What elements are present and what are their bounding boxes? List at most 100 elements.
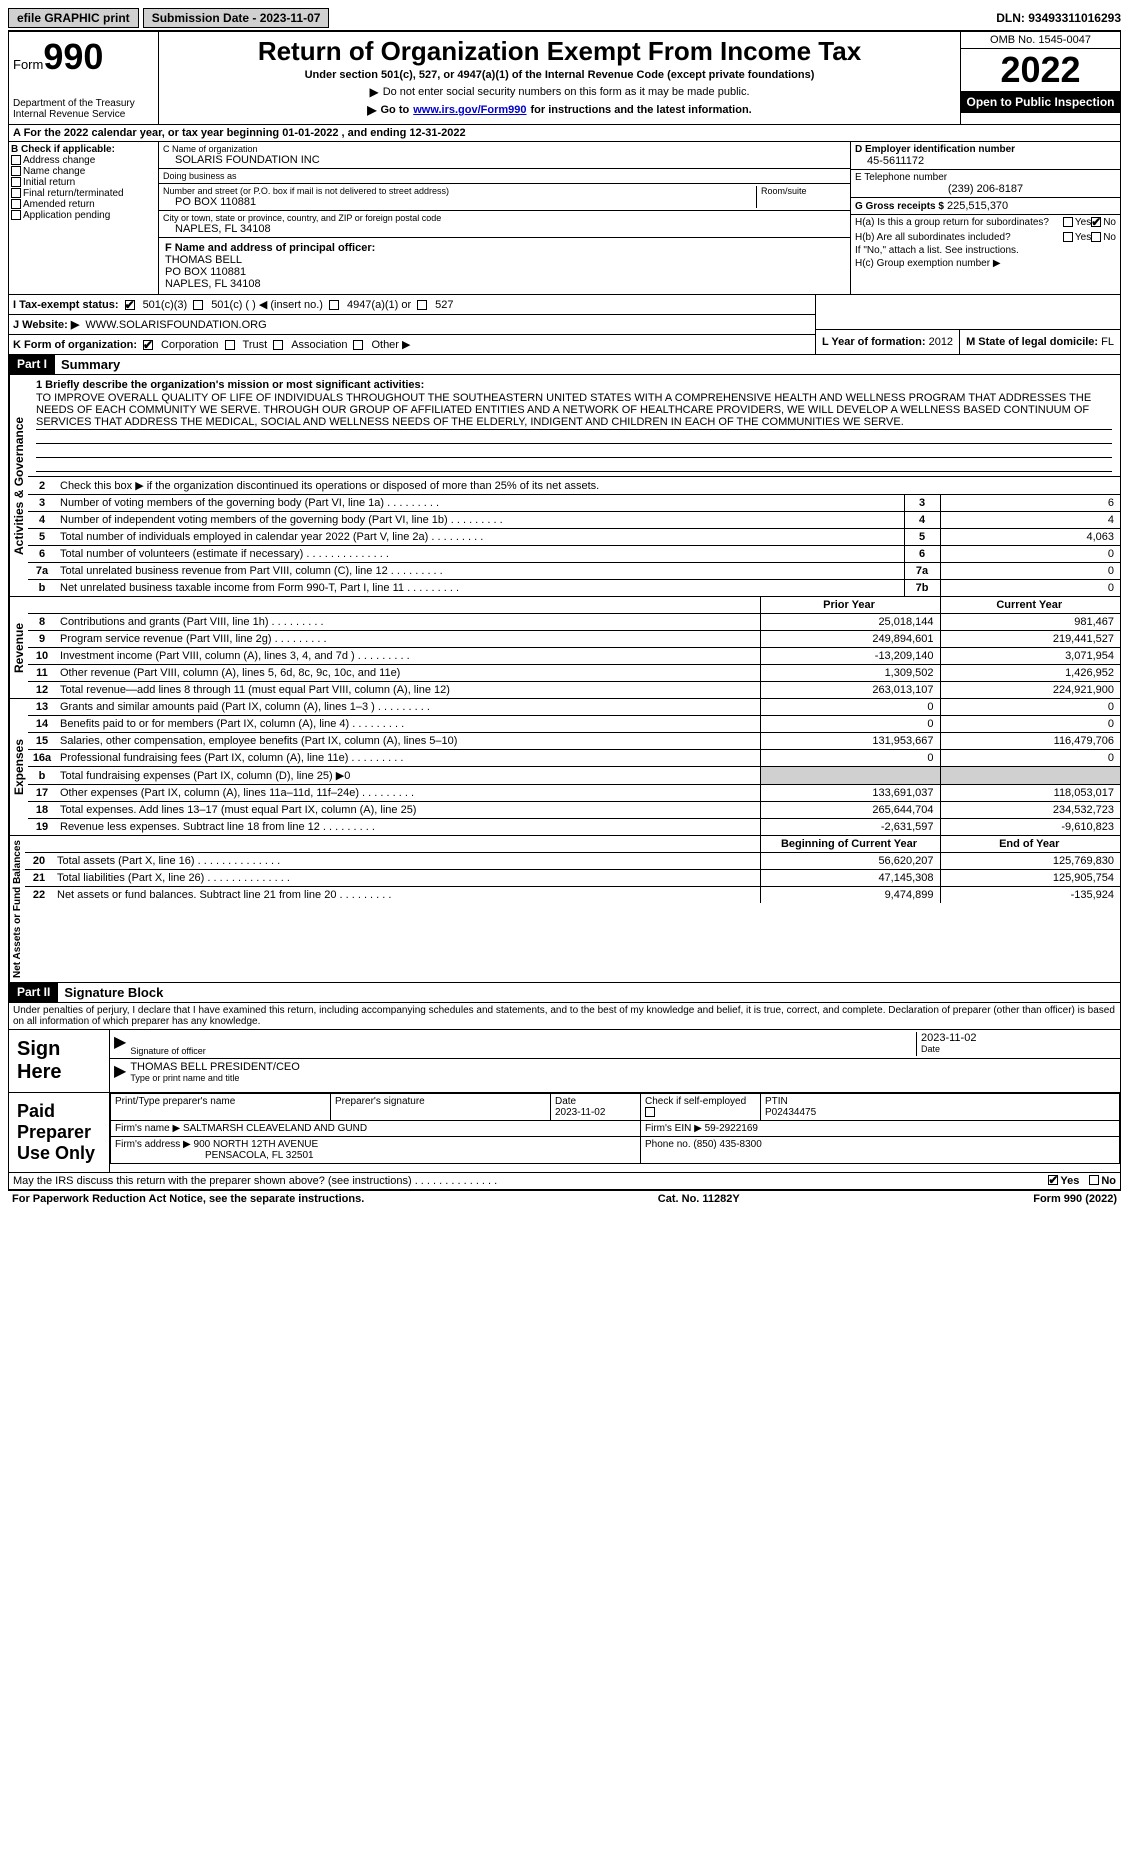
col-d: D Employer identification number 45-5611…	[850, 142, 1120, 294]
line17-curr: 118,053,017	[940, 785, 1120, 802]
line22-curr: -135,924	[940, 887, 1120, 904]
hb-no-checkbox[interactable]	[1091, 232, 1101, 242]
line12-curr: 224,921,900	[940, 682, 1120, 699]
sign-date: 2023-11-02	[921, 1032, 1116, 1044]
instr1: ▶Do not enter social security numbers on…	[163, 85, 956, 99]
line20-curr: 125,769,830	[940, 853, 1120, 870]
line7b-val: 0	[940, 580, 1120, 597]
arrow-icon: ▶	[114, 1061, 126, 1083]
addr-change-checkbox[interactable]	[11, 155, 21, 165]
line16a-curr: 0	[940, 750, 1120, 767]
final-return-checkbox[interactable]	[11, 188, 21, 198]
form-header: Form990 Department of the Treasury Inter…	[8, 32, 1121, 125]
initial-return-checkbox[interactable]	[11, 177, 21, 187]
line10-curr: 3,071,954	[940, 648, 1120, 665]
501c-checkbox[interactable]	[193, 300, 203, 310]
org-addr: PO BOX 110881	[175, 196, 756, 208]
arrow-icon: ▶	[114, 1032, 126, 1056]
ha-no-checkbox[interactable]	[1091, 217, 1101, 227]
line9-prior: 249,894,601	[760, 631, 940, 648]
name-change-checkbox[interactable]	[11, 166, 21, 176]
row-ijk: I Tax-exempt status: 501(c)(3) 501(c) ( …	[8, 295, 1121, 355]
penalty-text: Under penalties of perjury, I declare th…	[8, 1003, 1121, 1030]
line21-curr: 125,905,754	[940, 870, 1120, 887]
ein: 45-5611172	[867, 155, 1116, 167]
mission-text: TO IMPROVE OVERALL QUALITY OF LIFE OF IN…	[36, 391, 1112, 430]
line15-curr: 116,479,706	[940, 733, 1120, 750]
ptin: P02434475	[765, 1107, 816, 1118]
ha-yes-checkbox[interactable]	[1063, 217, 1073, 227]
line4-val: 4	[940, 512, 1120, 529]
discuss-no-checkbox[interactable]	[1089, 1175, 1099, 1185]
line12-prior: 263,013,107	[760, 682, 940, 699]
hb-yes-checkbox[interactable]	[1063, 232, 1073, 242]
expenses-section: Expenses 13Grants and similar amounts pa…	[8, 699, 1121, 836]
irs-link[interactable]: www.irs.gov/Form990	[413, 104, 526, 116]
line6-val: 0	[940, 546, 1120, 563]
firm-name: SALTMARSH CLEAVELAND AND GUND	[183, 1123, 367, 1134]
org-name: SOLARIS FOUNDATION INC	[175, 154, 846, 166]
line16a-prior: 0	[760, 750, 940, 767]
501c3-checkbox[interactable]	[125, 300, 135, 310]
footer: For Paperwork Reduction Act Notice, see …	[8, 1190, 1121, 1207]
firm-phone: (850) 435-8300	[693, 1139, 761, 1150]
line18-prior: 265,644,704	[760, 802, 940, 819]
line8-curr: 981,467	[940, 614, 1120, 631]
trust-checkbox[interactable]	[225, 340, 235, 350]
officer-name: THOMAS BELL	[165, 254, 844, 266]
activities-governance: Activities & Governance 1 Briefly descri…	[8, 375, 1121, 597]
submission-button[interactable]: Submission Date - 2023-11-07	[143, 8, 330, 28]
line14-prior: 0	[760, 716, 940, 733]
org-city: NAPLES, FL 34108	[175, 223, 846, 235]
subtitle: Under section 501(c), 527, or 4947(a)(1)…	[163, 69, 956, 81]
col-b: B Check if applicable: Address change Na…	[9, 142, 159, 294]
other-checkbox[interactable]	[353, 340, 363, 350]
discuss-yes-checkbox[interactable]	[1048, 1175, 1058, 1185]
line10-prior: -13,209,140	[760, 648, 940, 665]
website: WWW.SOLARISFOUNDATION.ORG	[85, 319, 266, 331]
app-pending-checkbox[interactable]	[11, 210, 21, 220]
line13-prior: 0	[760, 699, 940, 716]
firm-addr: 900 NORTH 12TH AVENUE	[194, 1139, 319, 1150]
line19-prior: -2,631,597	[760, 819, 940, 836]
section-bcd: B Check if applicable: Address change Na…	[8, 142, 1121, 295]
corp-checkbox[interactable]	[143, 340, 153, 350]
prep-date: 2023-11-02	[555, 1107, 605, 1118]
line18-curr: 234,532,723	[940, 802, 1120, 819]
open-inspection: Open to Public Inspection	[961, 91, 1120, 113]
sign-here: Sign Here ▶ Signature of officer 2023-11…	[8, 1030, 1121, 1093]
topbar: efile GRAPHIC print Submission Date - 20…	[8, 8, 1121, 32]
line15-prior: 131,953,667	[760, 733, 940, 750]
revenue-section: Revenue Prior YearCurrent Year 8Contribu…	[8, 597, 1121, 699]
firm-ein: 59-2922169	[705, 1123, 758, 1134]
4947-checkbox[interactable]	[329, 300, 339, 310]
part2-header: Part II Signature Block	[8, 983, 1121, 1003]
527-checkbox[interactable]	[417, 300, 427, 310]
line13-curr: 0	[940, 699, 1120, 716]
col-c: C Name of organization SOLARIS FOUNDATIO…	[159, 142, 850, 294]
state-domicile: FL	[1101, 336, 1114, 348]
line14-curr: 0	[940, 716, 1120, 733]
paid-preparer: Paid Preparer Use Only Print/Type prepar…	[8, 1093, 1121, 1173]
assoc-checkbox[interactable]	[273, 340, 283, 350]
netassets-section: Net Assets or Fund Balances Beginning of…	[8, 836, 1121, 983]
line20-prior: 56,620,207	[760, 853, 940, 870]
self-emp-checkbox[interactable]	[645, 1107, 655, 1117]
line17-prior: 133,691,037	[760, 785, 940, 802]
line9-curr: 219,441,527	[940, 631, 1120, 648]
line7a-val: 0	[940, 563, 1120, 580]
part1-header: Part I Summary	[8, 355, 1121, 375]
efile-button[interactable]: efile GRAPHIC print	[8, 8, 139, 28]
line5-val: 4,063	[940, 529, 1120, 546]
dept-text: Department of the Treasury Internal Reve…	[13, 98, 154, 120]
omb: OMB No. 1545-0047	[961, 32, 1120, 49]
row-a: A For the 2022 calendar year, or tax yea…	[8, 125, 1121, 142]
amended-checkbox[interactable]	[11, 199, 21, 209]
line21-prior: 47,145,308	[760, 870, 940, 887]
phone: (239) 206-8187	[855, 183, 1116, 195]
discuss-row: May the IRS discuss this return with the…	[8, 1173, 1121, 1190]
line11-prior: 1,309,502	[760, 665, 940, 682]
gross-receipts: 225,515,370	[947, 200, 1008, 212]
line11-curr: 1,426,952	[940, 665, 1120, 682]
line22-prior: 9,474,899	[760, 887, 940, 904]
